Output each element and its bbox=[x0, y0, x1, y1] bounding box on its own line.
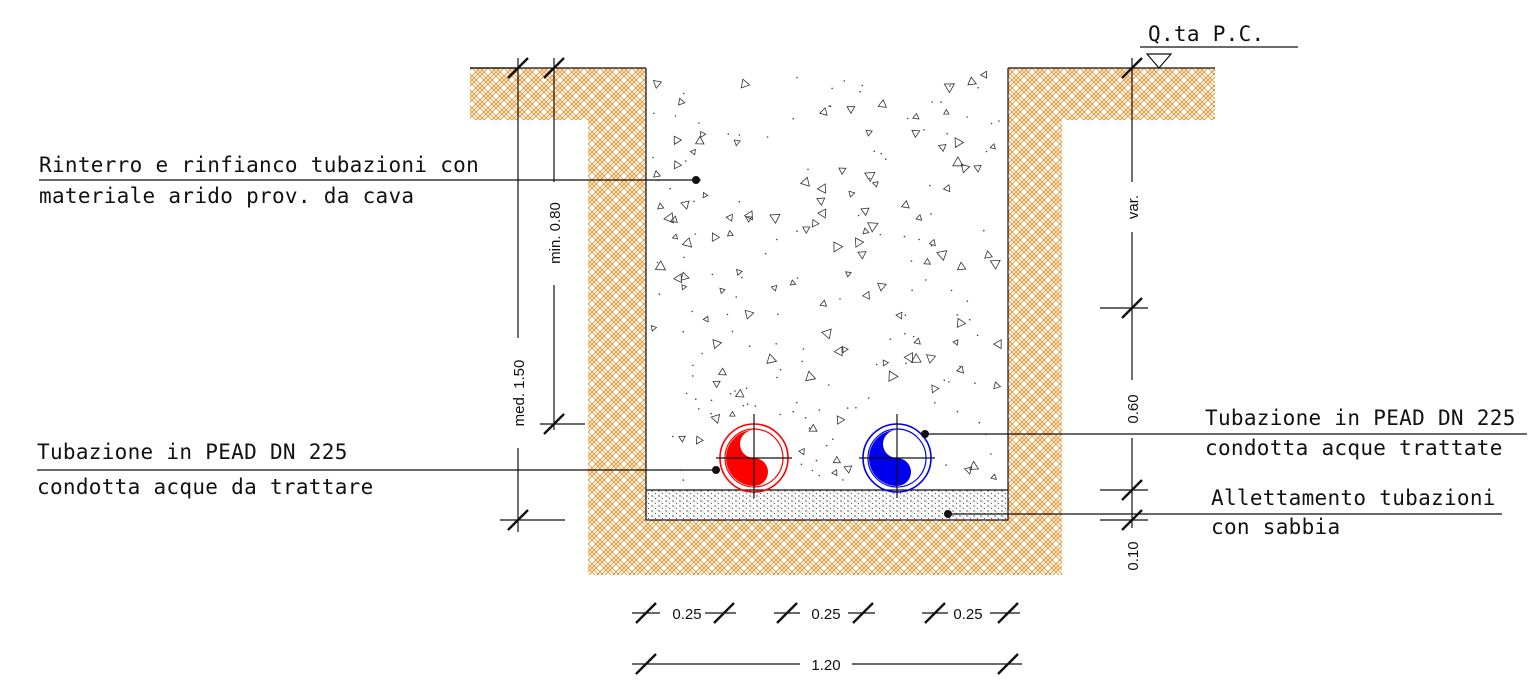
ground-level-marker: Q.ta P.C. bbox=[1140, 22, 1298, 69]
soil-hatch bbox=[470, 68, 1215, 575]
callout-pipe-right-line1: Tubazione in PEAD DN 225 bbox=[1205, 406, 1516, 430]
dim-min-cover: min. 0.80 bbox=[540, 57, 585, 435]
trench-outline bbox=[645, 68, 1009, 521]
dim-spacing-1-label: 0.25 bbox=[672, 606, 701, 623]
callout-pipe-untreated: Tubazione in PEAD DN 225 condotta acque … bbox=[37, 440, 720, 499]
dim-total-width-label: 1.20 bbox=[811, 657, 840, 674]
dim-variable-label: var. bbox=[1125, 195, 1142, 219]
pipe-treated bbox=[859, 414, 935, 498]
dim-min-cover-label: min. 0.80 bbox=[547, 202, 564, 264]
dim-spacing: 0.25 0.25 0.25 bbox=[632, 602, 1020, 624]
ground-level-label: Q.ta P.C. bbox=[1148, 22, 1265, 46]
callout-bedding: Allettamento tubazioni con sabbia bbox=[944, 486, 1502, 539]
callout-pipe-left-line2: condotta acque da trattare bbox=[37, 475, 374, 499]
dim-spacing-2-label: 0.25 bbox=[811, 606, 840, 623]
dim-bedding-label: 0.10 bbox=[1125, 541, 1142, 570]
dim-spacing-3-label: 0.25 bbox=[953, 606, 982, 623]
dim-pipe-zone-label: 0.60 bbox=[1125, 394, 1142, 423]
trench-backfill bbox=[646, 68, 1008, 520]
dim-total-width: 1.20 bbox=[632, 653, 1022, 675]
callout-bedding-line1: Allettamento tubazioni bbox=[1211, 486, 1496, 510]
callout-backfill-line1: Rinterro e rinfianco tubazioni con bbox=[39, 153, 479, 177]
callout-pipe-left-line1: Tubazione in PEAD DN 225 bbox=[37, 440, 348, 464]
dim-right-chain: var. 0.60 0.10 bbox=[1100, 57, 1148, 571]
pipe-untreated bbox=[716, 414, 792, 498]
sand-bedding bbox=[646, 490, 1008, 520]
level-triangle-icon bbox=[1145, 53, 1173, 69]
callout-backfill: Rinterro e rinfianco tubazioni con mater… bbox=[39, 153, 700, 208]
callout-bedding-line2: con sabbia bbox=[1211, 515, 1340, 539]
callout-backfill-line2: materiale arido prov. da cava bbox=[39, 184, 414, 208]
dim-avg-depth-label: med. 1.50 bbox=[511, 360, 528, 427]
dim-avg-depth: med. 1.50 bbox=[470, 57, 565, 532]
callout-pipe-right-line2: condotta acque trattate bbox=[1205, 436, 1503, 460]
callout-pipe-treated: Tubazione in PEAD DN 225 condotta acque … bbox=[921, 406, 1527, 460]
